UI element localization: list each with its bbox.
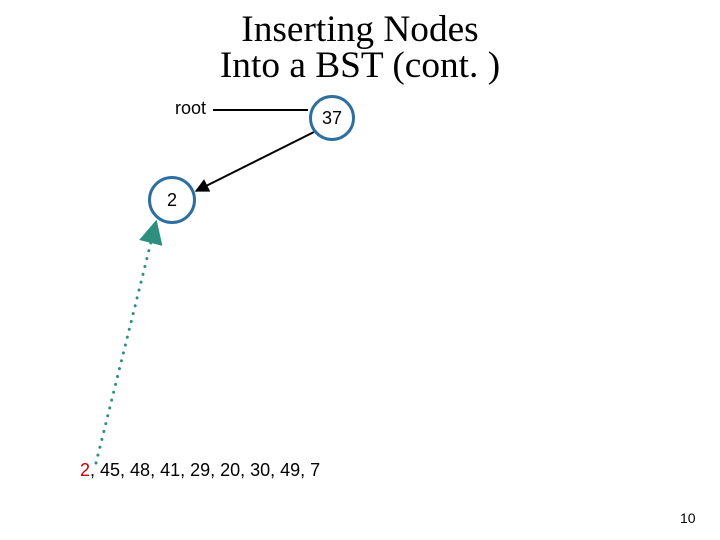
bst-node-2-label: 2	[167, 190, 177, 211]
insert-sequence-rest: , 45, 48, 41, 29, 20, 30, 49, 7	[90, 460, 320, 480]
edge-37-to-2	[196, 132, 314, 191]
insert-sequence-highlight: 2	[80, 460, 90, 480]
slide-title-line2: Into a BST (cont. )	[0, 44, 720, 87]
insert-sequence: 2, 45, 48, 41, 29, 20, 30, 49, 7	[80, 460, 320, 481]
root-label: root	[175, 98, 206, 119]
bst-node-2: 2	[148, 176, 196, 224]
page-number: 10	[680, 510, 696, 526]
bst-node-37-label: 37	[322, 108, 342, 129]
insert-dotted-arrow	[96, 222, 156, 463]
bst-node-37: 37	[309, 95, 355, 141]
